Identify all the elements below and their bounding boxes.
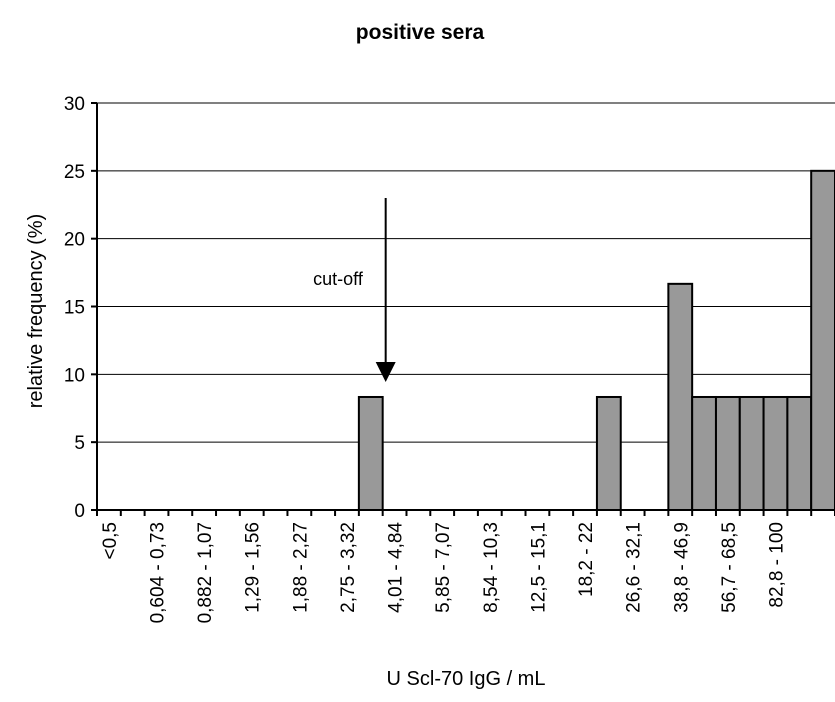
bar: [714, 395, 741, 511]
bar: [357, 395, 384, 511]
bar: [762, 395, 789, 511]
x-tick-label: <0,5: [100, 522, 121, 560]
x-tick-label: 2,75 - 3,32: [338, 522, 359, 613]
bar: [667, 282, 694, 511]
x-tick-label: 5,85 - 7,07: [433, 522, 454, 613]
x-tick-label: 1,88 - 2,27: [290, 522, 311, 613]
y-tick-label: 20: [64, 230, 85, 251]
bars: [357, 169, 835, 511]
y-tick-label: 10: [64, 365, 85, 386]
x-axis-title: U Scl-70 IgG / mL: [387, 668, 546, 690]
x-tick-label: 26,6 - 32,1: [624, 522, 645, 613]
x-tick-label: 8,54 - 10,3: [481, 522, 502, 613]
gridlines: [97, 102, 835, 443]
x-tick-label: 82,8 - 100: [766, 522, 787, 608]
cut-off-annotation: cut-off: [313, 197, 396, 382]
bar: [595, 395, 622, 511]
x-tick-label: 18,2 - 22: [576, 522, 597, 597]
x-tick-label: 56,7 - 68,5: [719, 522, 740, 613]
axes: [91, 102, 835, 516]
y-tick-label: 25: [64, 162, 85, 183]
y-tick-label: 0: [74, 501, 85, 522]
cut-off-arrow-head: [375, 361, 396, 382]
y-tick-label: 30: [64, 94, 85, 115]
cut-off-label: cut-off: [313, 269, 364, 289]
x-tick-label: 12,5 - 15,1: [528, 522, 549, 613]
x-tick-label: 4,01 - 4,84: [386, 522, 407, 613]
bar: [786, 395, 813, 511]
y-tick-labels: 0 5 10 15 20 25 30: [64, 94, 85, 522]
x-tick-labels: <0,5 0,604 - 0,73 0,882 - 1,07 1,29 - 1,56 1…: [100, 522, 788, 624]
x-tick-label: 1,29 - 1,56: [243, 522, 264, 613]
x-tick-label: 0,604 - 0,73: [148, 522, 169, 623]
y-tick-label: 5: [74, 433, 85, 454]
bar: [810, 169, 835, 511]
x-tick-label: 0,882 - 1,07: [195, 522, 216, 623]
bar: [691, 395, 717, 511]
chart-title: positive sera: [356, 21, 485, 44]
bar: [738, 395, 765, 511]
x-tick-label: 38,8 - 46,9: [671, 522, 692, 613]
y-tick-label: 15: [64, 298, 85, 319]
y-axis-title: relative frequency (%): [25, 214, 47, 409]
